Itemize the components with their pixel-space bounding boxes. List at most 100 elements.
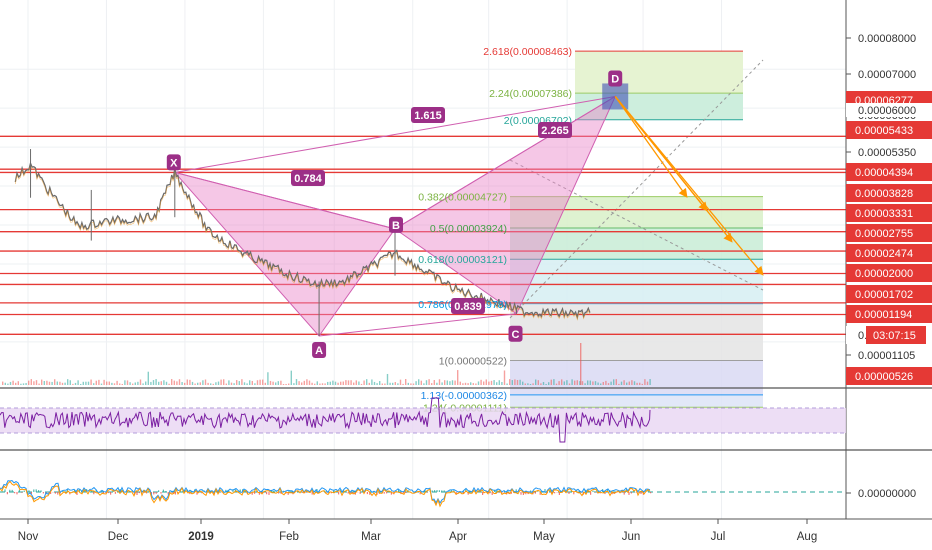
volume-bar	[256, 380, 259, 385]
price-tag: 0.00002755	[855, 228, 913, 240]
macd-hist	[570, 490, 572, 492]
macd-hist	[522, 492, 524, 495]
macd-hist	[275, 491, 277, 492]
volume-bar	[152, 380, 155, 385]
macd-hist	[330, 492, 332, 494]
macd-hist	[515, 489, 517, 492]
volume-bar	[61, 382, 64, 385]
volume-bar	[509, 379, 511, 385]
volume-bar	[155, 379, 157, 385]
volume-bar	[285, 383, 287, 385]
volume-bar	[145, 381, 147, 385]
macd-hist	[518, 491, 520, 492]
x-tick-label: Feb	[279, 531, 299, 543]
macd-hist	[57, 492, 59, 495]
xabcd-pattern	[173, 83, 629, 337]
volume-bar	[605, 380, 607, 385]
volume-bar	[561, 379, 563, 385]
fib-label: 2.24(0.00007386)	[489, 88, 572, 100]
volume-bar	[358, 381, 360, 385]
macd-hist	[155, 492, 157, 494]
volume-bar	[303, 380, 305, 385]
x-tick-label: Nov	[18, 531, 39, 543]
volume-bar	[282, 383, 285, 385]
volume-bar	[558, 381, 560, 385]
macd-hist	[54, 492, 56, 494]
volume-bar	[2, 381, 4, 385]
time-axis[interactable]: Nov Dec 2019 Feb Mar Apr May Jun Jul Aug	[18, 519, 817, 543]
fib-label: 1.13(-0.00000362)	[421, 390, 507, 402]
volume-bar	[189, 379, 191, 385]
volume-bar	[116, 380, 118, 385]
macd-hist	[482, 492, 484, 495]
macd-hist	[62, 491, 64, 492]
point-label-d: D	[611, 73, 619, 85]
macd-hist	[162, 489, 164, 492]
volume-bar	[272, 381, 274, 385]
macd-hist	[165, 491, 167, 492]
macd-hist	[590, 492, 592, 495]
volume-bar	[566, 380, 568, 385]
macd-hist	[297, 491, 299, 492]
point-label-a: A	[315, 345, 323, 357]
volume-bar	[168, 383, 170, 385]
price-tag: 0.00001194	[855, 309, 912, 321]
fib-zone	[510, 360, 763, 395]
volume-bar	[165, 381, 168, 385]
rsi-pane[interactable]	[0, 397, 846, 443]
volume-bar	[181, 382, 183, 385]
volume-bar	[46, 380, 48, 385]
macd-hist	[244, 490, 246, 492]
macd-hist	[350, 492, 352, 494]
macd-hist	[530, 490, 532, 492]
price-tag: 0.00002000	[855, 268, 913, 280]
volume-bar	[631, 380, 633, 385]
volume-bar	[436, 382, 438, 385]
volume-bar	[228, 380, 230, 385]
macd-hist	[76, 492, 78, 495]
macd-hist	[369, 492, 371, 495]
volume-bar	[386, 373, 389, 385]
volume-bar	[77, 380, 79, 385]
volume-bar	[464, 382, 467, 385]
volume-bar	[340, 381, 342, 385]
macd-hist	[436, 490, 438, 492]
volume-bar	[441, 382, 443, 385]
volume-bar	[379, 381, 381, 385]
x-tick-label: Mar	[361, 531, 381, 543]
macd-hist	[594, 492, 596, 493]
volume-bar	[457, 370, 459, 385]
volume-bar	[15, 382, 17, 385]
volume-bar	[147, 371, 149, 385]
volume-bar	[212, 383, 214, 385]
macd-hist	[4, 489, 6, 492]
price-axis[interactable]: 0.00008000 0.00007000 0.00006000 0.00005350…	[846, 33, 932, 500]
macd-hist	[102, 492, 104, 494]
volume-bar	[431, 383, 433, 385]
y-tick-label: 0.00005350	[858, 147, 916, 159]
y-tick-label: 0.00007000	[858, 69, 916, 81]
volume-bar	[366, 379, 368, 385]
macd-pane[interactable]	[0, 480, 846, 508]
volume-bar	[580, 343, 582, 385]
volume-bar	[238, 381, 240, 385]
macd-hist	[434, 490, 436, 492]
volume-bar	[30, 379, 32, 385]
macd-hist	[266, 492, 268, 495]
volume-bar	[126, 380, 129, 385]
volume-bar	[306, 379, 308, 385]
volume-bar	[511, 380, 513, 385]
volume-bar	[158, 381, 160, 385]
macd-hist	[573, 492, 575, 495]
volume-bar	[246, 383, 248, 385]
volume-bar	[503, 370, 506, 385]
macd-hist	[587, 490, 589, 492]
volume-bar	[132, 383, 134, 385]
price-tag-bg	[846, 367, 932, 385]
volume-bar	[288, 383, 290, 385]
pattern-leg	[174, 171, 396, 230]
volume-bar	[311, 382, 313, 385]
volume-bar	[402, 383, 404, 385]
volume-bar	[171, 379, 173, 385]
